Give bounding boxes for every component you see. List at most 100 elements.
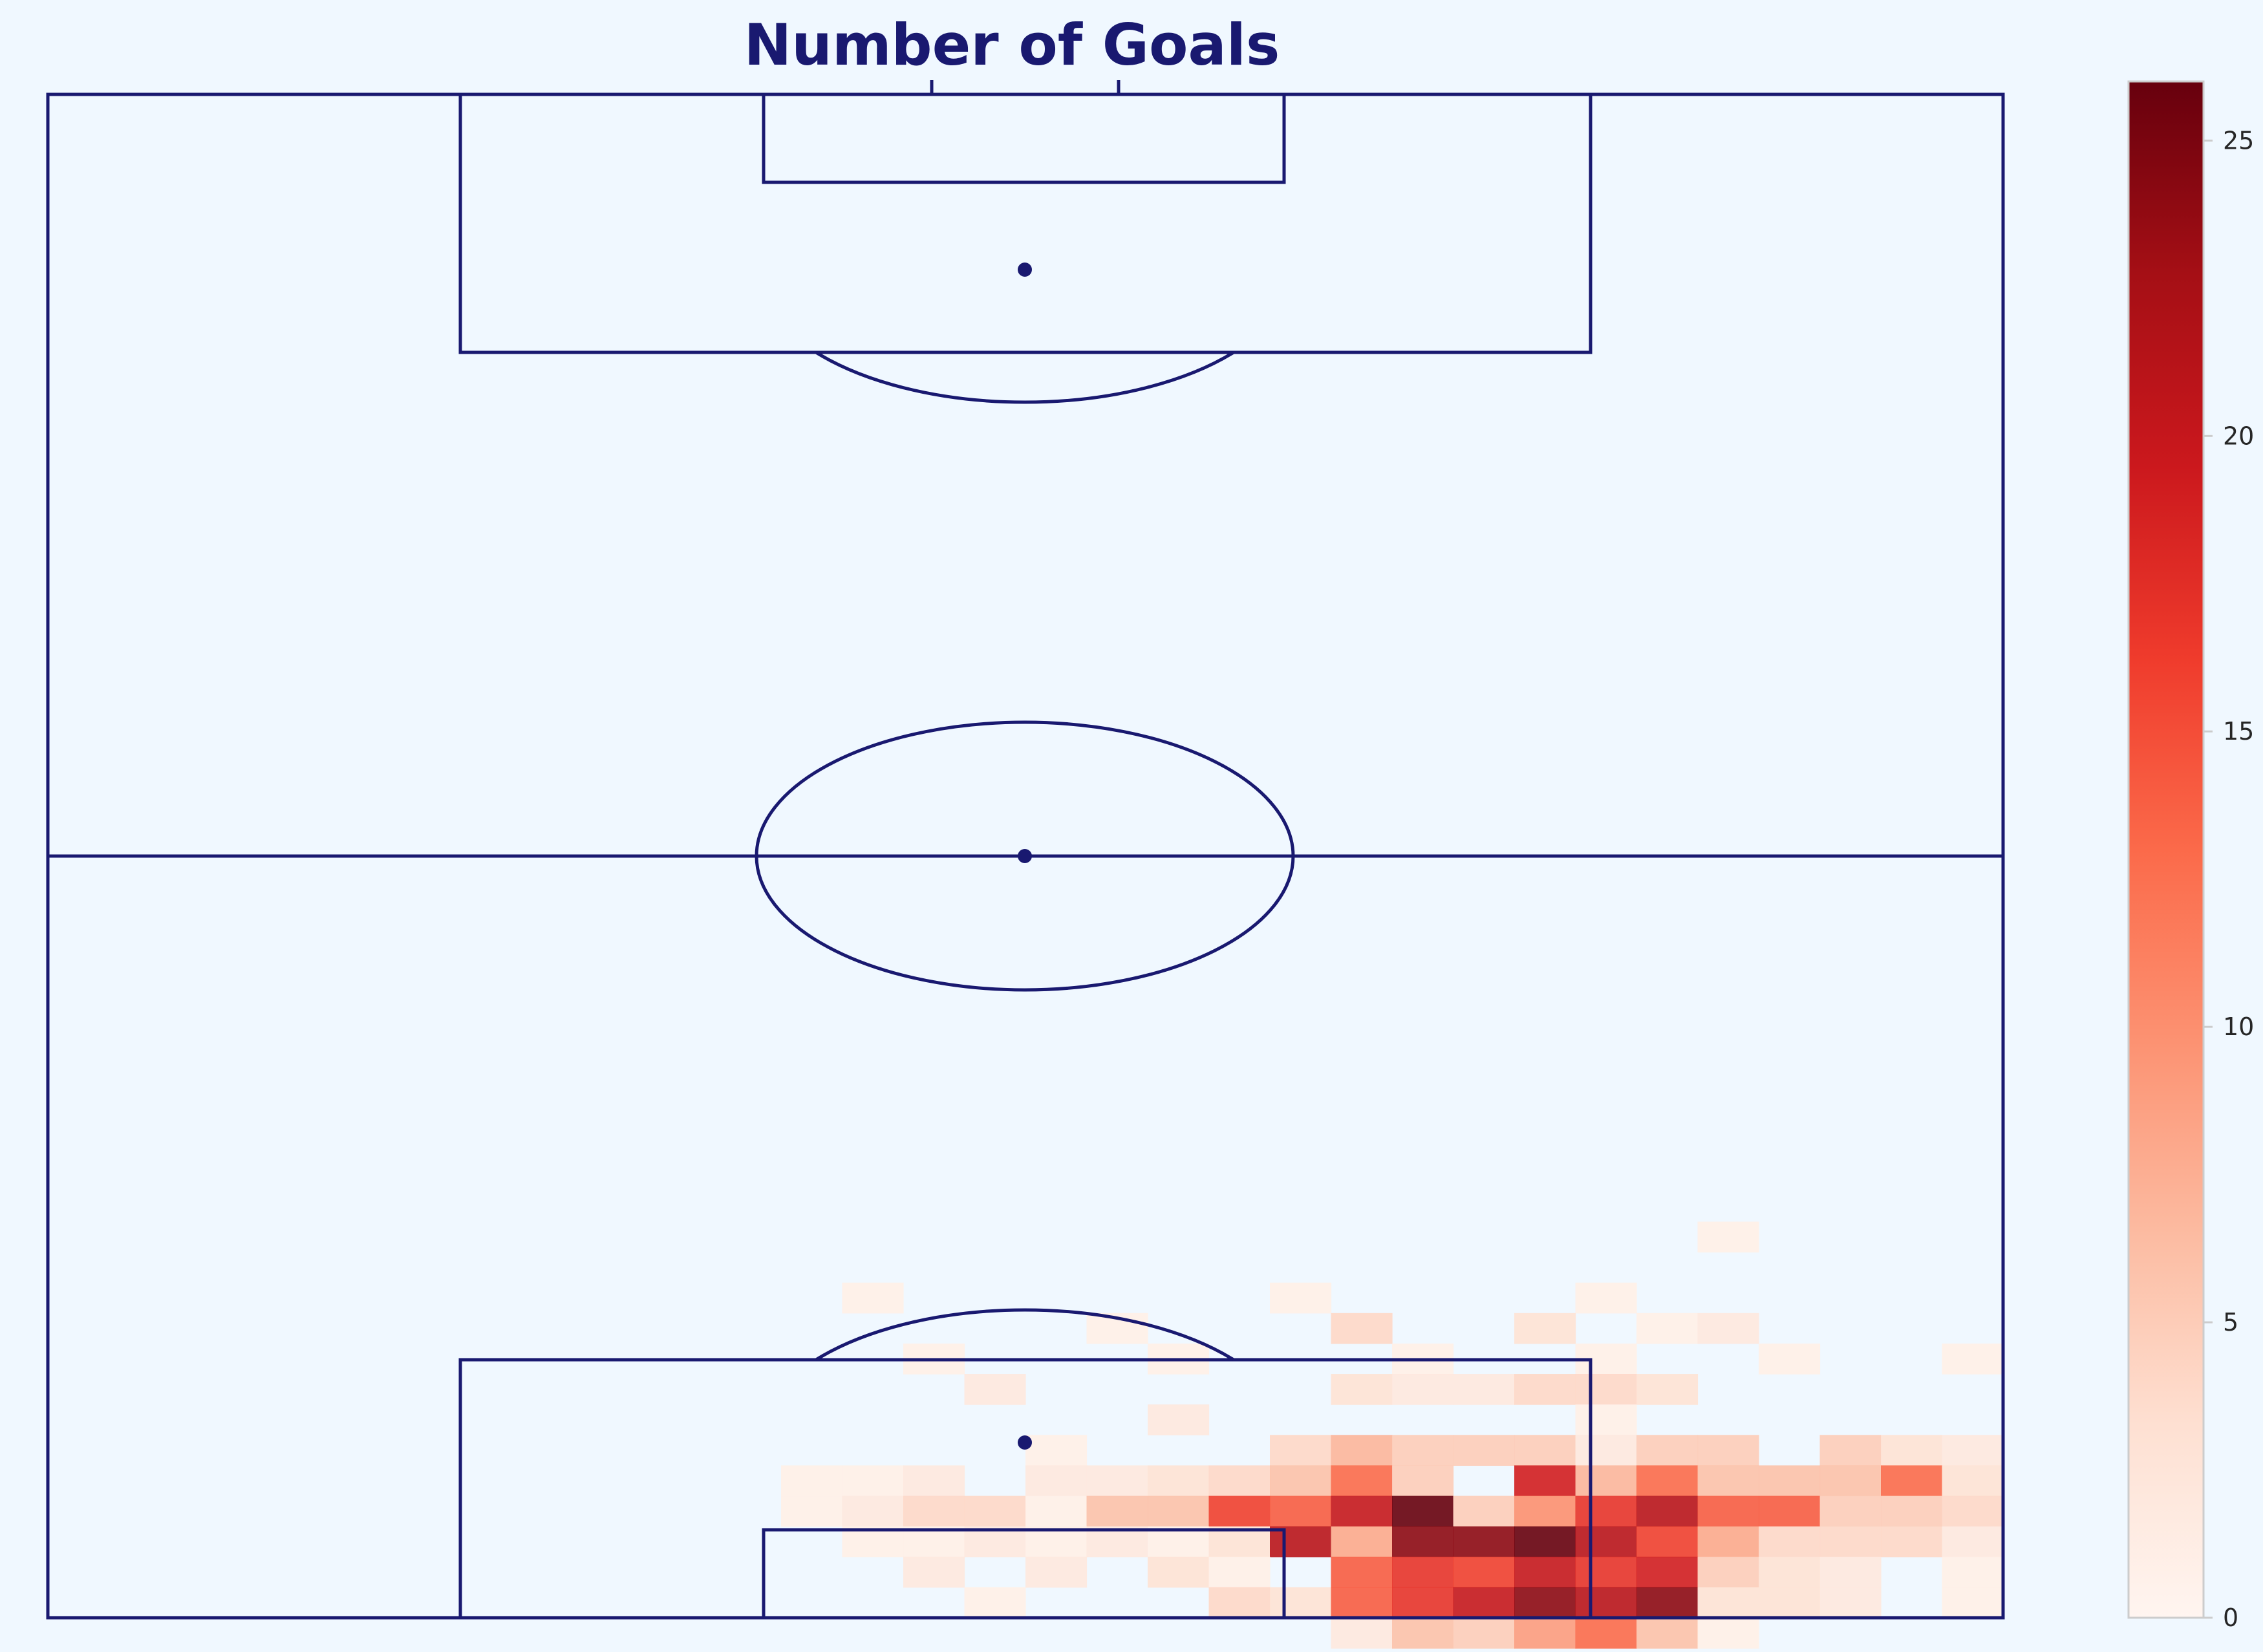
heatmap-cell	[1331, 1556, 1393, 1588]
heatmap-cell	[1270, 1282, 1332, 1314]
heatmap-cell	[1208, 1556, 1271, 1588]
heatmap-cell	[1270, 1496, 1332, 1527]
heatmap-cell	[1514, 1556, 1576, 1588]
heatmap-cell	[842, 1496, 904, 1527]
heatmap-cell	[1331, 1526, 1393, 1558]
colorbar-gradient	[2127, 80, 2205, 1619]
heatmap-cell	[964, 1496, 1026, 1527]
heatmap-cell	[1025, 1526, 1088, 1558]
heatmap-cell	[903, 1526, 965, 1558]
bottom-six-yard-box	[762, 1528, 1286, 1620]
heatmap-cell	[1208, 1587, 1271, 1618]
center-circle	[755, 720, 1295, 992]
heatmap-cell	[1942, 1526, 2004, 1558]
heatmap-cell	[1148, 1556, 1210, 1588]
heatmap-cell	[1025, 1496, 1088, 1527]
heatmap-cell	[1392, 1618, 1454, 1649]
heatmap-cell	[1025, 1556, 1088, 1588]
heatmap-cell	[1392, 1587, 1454, 1618]
heatmap-cell	[1819, 1465, 1882, 1497]
heatmap-cell	[1819, 1526, 1882, 1558]
heatmap-cell	[1025, 1435, 1088, 1466]
heatmap-cell	[1697, 1556, 1759, 1588]
heatmap-cell	[1697, 1465, 1759, 1497]
top-six-yard-box	[762, 92, 1286, 184]
heatmap-cell	[1270, 1435, 1332, 1466]
heatmap-cell	[1514, 1618, 1576, 1649]
heatmap-cell	[842, 1465, 904, 1497]
heatmap-cell	[1759, 1526, 1821, 1558]
heatmap-cell	[1086, 1526, 1148, 1558]
heatmap-cell	[1514, 1435, 1576, 1466]
heatmap-cell	[1208, 1465, 1271, 1497]
heatmap-cell	[1270, 1526, 1332, 1558]
heatmap-cell	[1819, 1435, 1882, 1466]
heatmap-cell	[1636, 1435, 1699, 1466]
heatmap-cell	[1453, 1496, 1515, 1527]
colorbar-tick-label: 5	[2223, 1308, 2238, 1336]
heatmap-cells	[781, 1221, 2004, 1649]
heatmap-cell	[1392, 1435, 1454, 1466]
heatmap-cell	[1697, 1313, 1759, 1344]
heatmap-cell	[1575, 1282, 1637, 1314]
heatmap-cell	[1086, 1496, 1148, 1527]
heatmap-cell	[1697, 1526, 1759, 1558]
heatmap-cell	[1819, 1556, 1882, 1588]
heatmap-cell	[1331, 1465, 1393, 1497]
heatmap-cell	[1575, 1404, 1637, 1435]
bottom-penalty-arc	[815, 1308, 1235, 1362]
heatmap-cell	[1392, 1496, 1454, 1527]
heatmap-cell	[1575, 1496, 1637, 1527]
heatmap-cell	[1453, 1435, 1515, 1466]
heatmap-cell	[1881, 1526, 1943, 1558]
heatmap-cell	[1759, 1556, 1821, 1588]
heatmap-cell	[1270, 1587, 1332, 1618]
heatmap-cell	[1392, 1465, 1454, 1497]
heatmap-cell	[1636, 1465, 1699, 1497]
heatmap-cell	[1331, 1313, 1393, 1344]
heatmap-cell	[1392, 1374, 1454, 1405]
heatmap-cell	[1575, 1618, 1637, 1649]
heatmap-cell	[1514, 1313, 1576, 1344]
heatmap-cell	[1148, 1496, 1210, 1527]
heatmap-cell	[1942, 1435, 2004, 1466]
heatmap-cell	[1514, 1526, 1576, 1558]
heatmap-cell	[1819, 1496, 1882, 1527]
heatmap-cell	[903, 1496, 965, 1527]
heatmap-cell	[1453, 1618, 1515, 1649]
heatmap-cell	[1942, 1465, 2004, 1497]
heatmap-cell	[1392, 1526, 1454, 1558]
heatmap-cell	[1575, 1526, 1637, 1558]
heatmap-cell	[1697, 1587, 1759, 1618]
heatmap-cell	[1453, 1556, 1515, 1588]
heatmap-cell	[1575, 1435, 1637, 1466]
heatmap-cell	[1636, 1587, 1699, 1618]
heatmap-cell	[1759, 1465, 1821, 1497]
chart-title: Number of Goals	[744, 12, 1280, 78]
heatmap-cell	[1636, 1618, 1699, 1649]
heatmap-cell	[1331, 1435, 1393, 1466]
heatmap-cell	[1331, 1618, 1393, 1649]
bottom-penalty-spot	[1018, 1435, 1032, 1450]
heatmap-cell	[781, 1465, 843, 1497]
heatmap-cell	[1759, 1496, 1821, 1527]
heatmap-cell	[1270, 1465, 1332, 1497]
heatmap-cell	[1881, 1465, 1943, 1497]
heatmap-cell	[842, 1526, 904, 1558]
heatmap-cell	[1392, 1556, 1454, 1588]
heatmap-cell	[1208, 1496, 1271, 1527]
heatmap-cell	[1697, 1221, 1759, 1253]
heatmap-cell	[1942, 1587, 2004, 1618]
heatmap-cell	[1697, 1435, 1759, 1466]
heatmap-cell	[903, 1556, 965, 1588]
heatmap-cell	[964, 1374, 1026, 1405]
colorbar-tick-label: 10	[2223, 1013, 2254, 1041]
colorbar: 0 5 10 15 20 25	[2127, 80, 2254, 1632]
heatmap-cell	[1942, 1496, 2004, 1527]
heatmap-cell	[1636, 1526, 1699, 1558]
heatmap-cell	[1575, 1556, 1637, 1588]
heatmap-cell	[1453, 1587, 1515, 1618]
heatmap-cell	[1575, 1374, 1637, 1405]
